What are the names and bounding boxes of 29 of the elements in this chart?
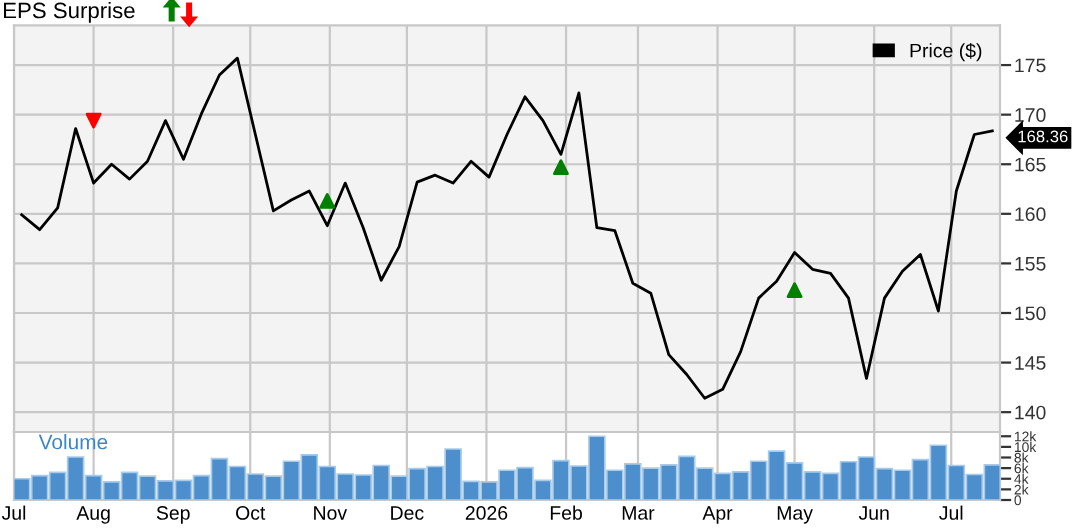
- point: [553, 159, 569, 176]
- y-tick-label: 145: [1015, 356, 1046, 370]
- point: [319, 193, 336, 209]
- x-tick-label: Dec: [391, 506, 424, 520]
- x-tick-label: 2026: [465, 506, 508, 520]
- y-tick-label: 165: [1015, 157, 1046, 172]
- x-tick-label: Mar: [622, 506, 655, 520]
- y-tick-label: 170: [1015, 108, 1046, 122]
- y-tick-label: 140: [1015, 405, 1046, 420]
- y-tick-label: 175: [1015, 58, 1046, 73]
- x-tick-label: Oct: [236, 506, 266, 520]
- x-tick-label: Feb: [550, 505, 582, 520]
- y-tick-label: 155: [1015, 257, 1046, 271]
- x-tick-label: Aug: [76, 506, 110, 524]
- x-tick-label: Apr: [702, 506, 733, 524]
- x-tick-label: Jul: [939, 505, 963, 520]
- x-tick-label: Jul: [1, 505, 26, 520]
- point: [786, 282, 803, 299]
- legend-label: Price ($): [910, 42, 982, 62]
- chart-title: Volume: [38, 434, 108, 450]
- chart-title: EPS Surprise: [4, 2, 135, 23]
- y-tick-label: 150: [1015, 306, 1046, 321]
- annotation: 168.36: [1018, 130, 1068, 143]
- x-tick-label: Sep: [156, 506, 190, 524]
- x-tick-label: Nov: [314, 506, 348, 520]
- x-tick-label: May: [777, 506, 813, 524]
- y-tick-label: 160: [1015, 207, 1046, 222]
- point: [85, 112, 102, 129]
- x-tick-label: Jun: [858, 506, 889, 520]
